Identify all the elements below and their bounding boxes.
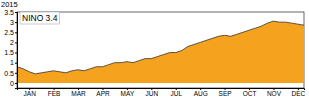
y-tick-label: 1.5 (4, 49, 14, 56)
y-tick-mark (15, 22, 17, 23)
y-tick-mark (15, 53, 17, 54)
y-tick-label: 0 (10, 80, 14, 87)
y-tick-mark (15, 63, 17, 64)
y-tick-mark (15, 83, 17, 84)
x-tick-label: APR (96, 90, 110, 97)
y-tick-mark (15, 32, 17, 33)
x-tick: JAN (24, 88, 37, 97)
chart: 0 0.5 1 1.5 2 2.5 3 3.5 JAN FEB MAR APR MAY JUN JUL AUG… (0, 0, 309, 98)
x-tick-label: OCT (243, 90, 257, 97)
x-tick: AUG (194, 88, 208, 97)
y-tick-label: 2.5 (4, 29, 14, 36)
x-tick: OCT (243, 88, 257, 97)
y-tick-label: 1 (10, 59, 14, 66)
x-tick-label: SEP (219, 90, 232, 97)
title: NINO 3.4 (22, 13, 58, 23)
area-outline (17, 21, 304, 74)
y-tick-label: 2 (10, 39, 14, 46)
x-tick-label: MAR (71, 90, 86, 97)
x-tick: FEB (48, 88, 61, 97)
plot-frame (17, 12, 304, 88)
y-tick: 1.5 (4, 49, 17, 56)
title-background (20, 12, 60, 24)
x-tick: DEC (292, 88, 306, 97)
y-tick-mark (15, 42, 17, 43)
x-tick: MAR (71, 88, 86, 97)
y-axis: 0 0.5 1 1.5 2 2.5 3 3.5 (4, 9, 17, 89)
y-tick: 3.5 (4, 9, 17, 16)
y-tick: 2 (10, 39, 17, 46)
y-tick: 2.5 (4, 29, 17, 36)
x-tick: APR (96, 88, 110, 97)
x-axis: JAN FEB MAR APR MAY JUN JUL AUG SEP OCT NOV DEC (18, 88, 306, 97)
y-tick: 0 (10, 80, 17, 87)
subtitle: 2015 (1, 0, 18, 9)
y-tick-label: 3.5 (4, 9, 14, 16)
y-tick: 0.5 (4, 70, 17, 77)
x-tick-label: JUN (146, 90, 159, 97)
x-tick-label: DEC (292, 90, 306, 97)
x-tick-label: AUG (194, 90, 208, 97)
y-axis-line (15, 13, 18, 89)
y-tick: 1 (10, 59, 17, 66)
x-tick-label: NOV (267, 90, 282, 97)
x-axis-line (18, 89, 305, 91)
area (17, 21, 304, 83)
plot-area (17, 21, 304, 83)
x-tick: MAY (121, 88, 135, 97)
y-tick: 3 (10, 19, 17, 26)
y-tick-mark (15, 12, 17, 13)
x-tick: NOV (267, 88, 282, 97)
y-tick-label: 3 (10, 19, 14, 26)
y-tick-mark (15, 73, 17, 74)
y-tick-label: 0.5 (4, 70, 14, 77)
x-tick-label: MAY (121, 90, 135, 97)
x-tick-label: FEB (48, 90, 61, 97)
x-tick: SEP (219, 88, 232, 97)
x-tick-label: JUL (170, 90, 182, 97)
x-tick: JUN (146, 88, 159, 97)
x-tick-label: JAN (24, 90, 37, 97)
x-tick: JUL (170, 88, 182, 97)
title-box: NINO 3.4 (20, 12, 60, 24)
